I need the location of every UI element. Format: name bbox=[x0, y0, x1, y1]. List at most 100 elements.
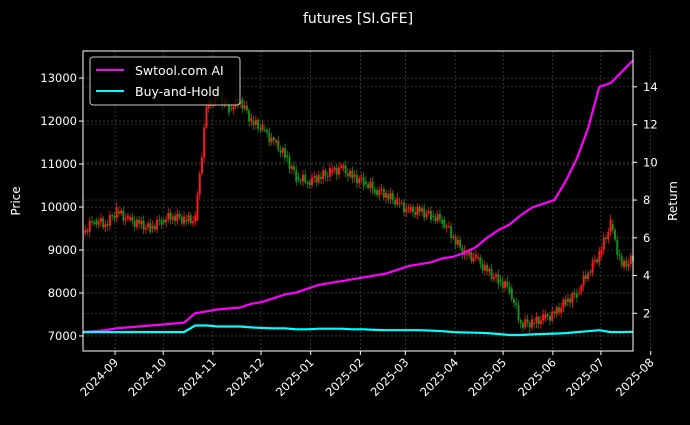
candle-body bbox=[562, 299, 565, 308]
candle-body bbox=[528, 322, 531, 328]
candle-body bbox=[115, 207, 118, 219]
x-tick-label: 2025-04 bbox=[417, 355, 461, 399]
candle-body bbox=[627, 263, 630, 267]
candle-body bbox=[263, 129, 266, 131]
candle-body bbox=[569, 298, 572, 303]
candle-body bbox=[605, 237, 608, 240]
candle-body bbox=[344, 165, 347, 174]
candle-body bbox=[149, 223, 152, 233]
candle-body bbox=[248, 110, 251, 122]
x-tick-label: 2025-03 bbox=[368, 355, 412, 399]
candle-body bbox=[187, 215, 190, 222]
candle-body bbox=[510, 288, 513, 300]
candle-body bbox=[360, 177, 363, 179]
candle-body bbox=[490, 268, 493, 279]
candle-body bbox=[427, 210, 430, 214]
candle-body bbox=[261, 124, 264, 131]
y-axis-label: Price bbox=[9, 186, 23, 215]
candle-body bbox=[409, 206, 412, 212]
legend-label-buyhold: Buy-and-Hold bbox=[135, 84, 220, 99]
candle-body bbox=[412, 206, 414, 213]
y-tick-label: 11000 bbox=[40, 157, 77, 171]
buy-and-hold-line bbox=[83, 324, 634, 337]
candle-body bbox=[575, 293, 578, 298]
candle-body bbox=[553, 311, 556, 314]
legend-label-strategy: Swtool.com AI bbox=[135, 63, 224, 78]
y2-tick-label: 4 bbox=[643, 269, 650, 283]
candle-body bbox=[259, 128, 262, 131]
candle-body bbox=[306, 182, 309, 184]
candle-body bbox=[358, 178, 361, 184]
candle-body bbox=[162, 219, 165, 223]
candle-body bbox=[369, 181, 372, 188]
candle-body bbox=[432, 215, 435, 217]
candle-body bbox=[104, 224, 107, 228]
candle-body bbox=[192, 221, 194, 224]
candle-body bbox=[396, 198, 399, 205]
candle-body bbox=[420, 208, 423, 212]
candle-body bbox=[609, 219, 612, 232]
y2-tick-label: 14 bbox=[643, 80, 658, 94]
candle-body bbox=[454, 237, 457, 245]
candle-body bbox=[165, 219, 168, 223]
candle-body bbox=[160, 220, 163, 225]
candle-body bbox=[111, 215, 114, 217]
y-tick-label: 7000 bbox=[48, 329, 77, 343]
candle-body bbox=[349, 170, 352, 177]
candle-body bbox=[398, 202, 401, 204]
candle-body bbox=[407, 207, 410, 209]
candle-body bbox=[288, 157, 291, 169]
candle-body bbox=[97, 221, 100, 225]
x-tick-label: 2025-01 bbox=[273, 355, 317, 399]
candle-body bbox=[324, 170, 327, 177]
candle-body bbox=[385, 192, 388, 198]
candle-body bbox=[313, 175, 316, 178]
candle-body bbox=[317, 174, 320, 183]
candle-body bbox=[593, 259, 596, 262]
candle-body bbox=[84, 230, 87, 233]
candle-body bbox=[93, 222, 96, 225]
candle-body bbox=[571, 293, 574, 303]
candle-body bbox=[122, 210, 125, 221]
candle-body bbox=[117, 211, 120, 214]
candle-body bbox=[429, 210, 432, 220]
x-tick-label: 2024-11 bbox=[175, 355, 219, 399]
candle-body bbox=[295, 170, 298, 182]
candle-body bbox=[99, 218, 102, 222]
candle-body bbox=[275, 140, 278, 143]
x-tick-label: 2025-02 bbox=[323, 355, 367, 399]
candle-body bbox=[508, 286, 511, 293]
candle-body bbox=[189, 215, 192, 224]
candle-body bbox=[180, 216, 183, 224]
candle-body bbox=[378, 190, 381, 196]
candle-body bbox=[504, 281, 507, 288]
candle-body bbox=[153, 225, 156, 230]
candle-body bbox=[131, 217, 134, 221]
candle-body bbox=[355, 174, 358, 184]
candle-body bbox=[367, 184, 370, 188]
candle-body bbox=[151, 225, 154, 229]
candle-body bbox=[470, 251, 473, 261]
candle-body bbox=[364, 181, 367, 185]
candle-body bbox=[88, 221, 91, 232]
candle-body bbox=[178, 213, 181, 217]
candle-body bbox=[602, 237, 605, 251]
candle-body bbox=[333, 167, 336, 171]
strategy-return-line bbox=[82, 59, 634, 334]
candle-body bbox=[506, 281, 509, 287]
candle-body bbox=[513, 299, 516, 304]
candle-body bbox=[205, 106, 208, 128]
candle-body bbox=[198, 173, 201, 195]
candle-body bbox=[120, 210, 123, 214]
y2-tick-label: 12 bbox=[643, 118, 658, 132]
candle-body bbox=[185, 219, 188, 222]
candle-body bbox=[436, 213, 439, 222]
x-tick-label: 2025-08 bbox=[613, 355, 657, 399]
candle-body bbox=[589, 271, 592, 273]
candle-body bbox=[232, 106, 235, 110]
candle-body bbox=[194, 215, 197, 222]
candle-body bbox=[629, 255, 632, 264]
candle-body bbox=[465, 254, 468, 256]
candle-body bbox=[535, 316, 538, 324]
candle-body bbox=[169, 212, 172, 220]
